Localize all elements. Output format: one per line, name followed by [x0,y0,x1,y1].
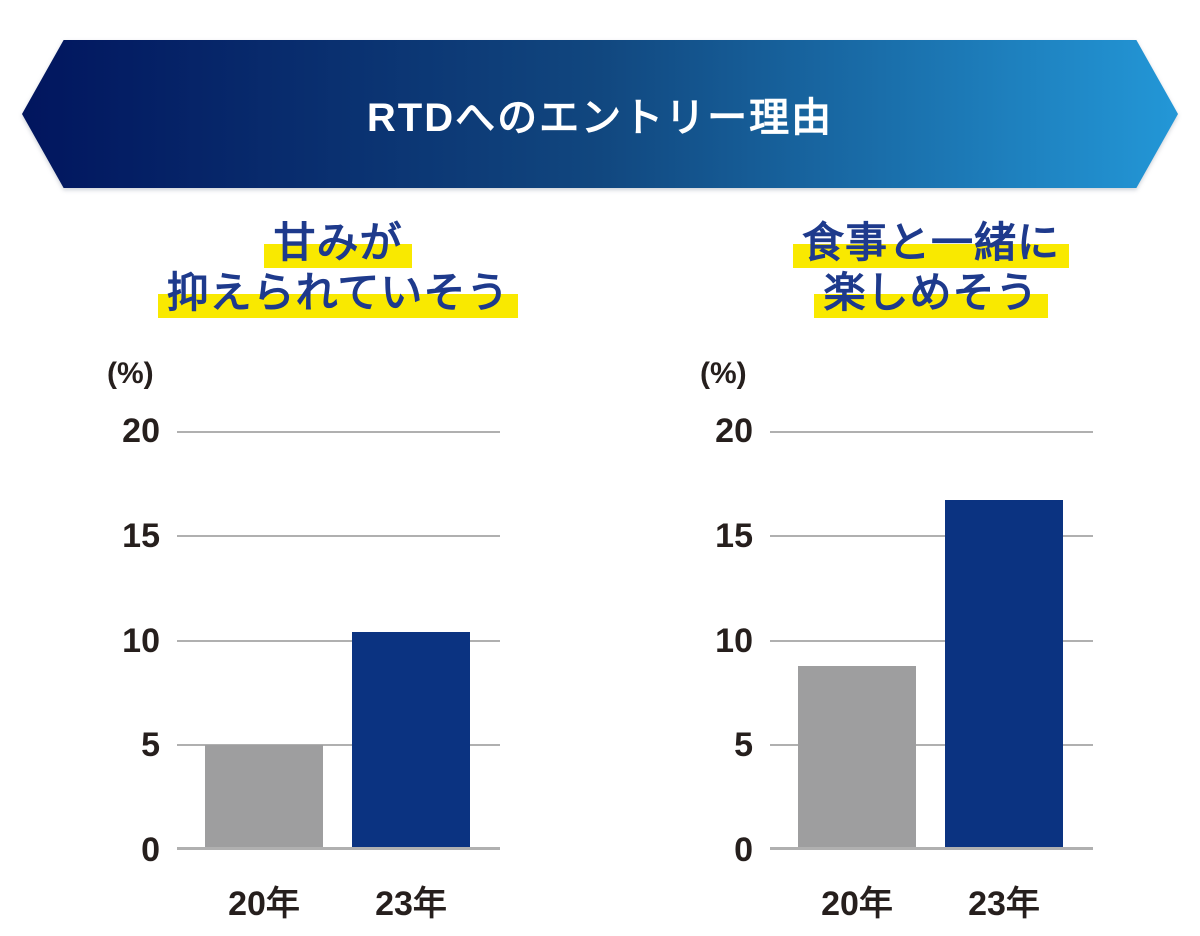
chart-title-left: 甘みが 抑えられていそう [88,218,588,318]
page-title: RTDへのエントリー理由 [366,96,834,140]
y-tick-label: 5 [734,726,753,765]
x-tick-label: 23年 [968,885,1040,923]
x-axis-line [770,847,1093,850]
y-axis-unit-label: (%) [107,357,154,390]
gridline [770,744,1093,747]
y-tick-label: 10 [122,621,160,660]
y-tick-label: 0 [141,831,160,869]
y-tick-label: 0 [734,831,753,869]
plot-area: 20 15 10 5 0 20年 23年 [715,412,1093,923]
y-tick-label: 20 [122,412,160,450]
chart-title-line: 甘みが [88,218,588,268]
gridline [177,639,500,642]
bar-year-2023 [352,632,470,850]
y-tick-label: 15 [715,516,753,555]
y-tick-label: 20 [715,412,753,450]
chart-enjoy-with-meals: 食事と一緒に 楽しめそう (%) 20 15 10 5 0 20年 23年 [688,210,1098,926]
y-axis-unit-label: (%) [700,357,747,390]
x-axis-line [177,847,500,850]
chart-sweetness-restrained: 甘みが 抑えられていそう (%) 20 15 10 5 0 20年 23年 [95,210,519,926]
gridline [770,639,1093,642]
bar-year-2020 [798,665,916,850]
x-tick-label: 20年 [821,885,893,923]
chart-title-line: 食事と一緒に [681,218,1181,268]
highlighted-title-text: 抑えられていそう [157,268,519,318]
gridline [770,534,1093,537]
chart-title-line: 楽しめそう [681,268,1181,318]
gridline [177,744,500,747]
gridline [177,534,500,537]
y-tick-label: 5 [141,726,160,765]
chart-title-line: 抑えられていそう [88,268,588,318]
y-tick-label: 15 [122,516,160,555]
highlighted-title-text: 楽しめそう [814,268,1048,318]
bar-year-2020 [205,745,323,850]
bar-year-2023 [945,500,1063,850]
banner-ribbon: RTDへのエントリー理由 [22,40,1178,188]
gridline [177,431,500,433]
y-tick-label: 10 [715,621,753,660]
highlighted-title-text: 食事と一緒に [792,218,1069,268]
plot-area: 20 15 10 5 0 20年 23年 [122,412,500,923]
x-tick-label: 20年 [228,885,300,923]
header-banner: RTDへのエントリー理由 [22,40,1178,188]
gridline [770,431,1093,433]
x-tick-label: 23年 [375,885,447,923]
highlighted-title-text: 甘みが [264,218,412,268]
chart-title-right: 食事と一緒に 楽しめそう [681,218,1181,318]
